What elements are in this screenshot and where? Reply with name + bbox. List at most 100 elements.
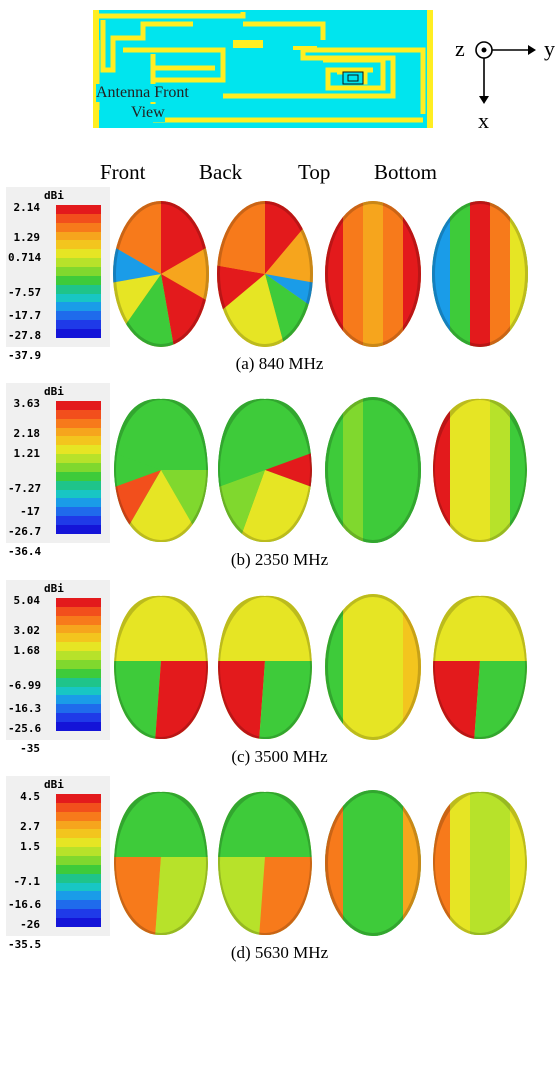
pattern-view [111,199,211,354]
pattern-stripe [363,397,384,543]
pattern-sector [113,201,161,274]
colorbar-swatch [56,409,101,419]
pattern-region [218,791,312,857]
colorbar-tick-label: -35 [20,742,40,755]
view-label-top: Top [298,160,331,184]
colorbar-swatch [56,293,101,303]
colorbar-tick-label: -37.9 [8,349,42,362]
radiation-pattern-front [114,791,208,936]
pattern-sector [114,470,161,543]
colorbar-swatch [56,615,101,625]
colorbar-swatch [56,480,101,490]
pattern-view [430,592,530,747]
pattern-sector [265,398,312,470]
pattern-stripe [470,791,491,936]
colorbar-swatch [56,498,101,508]
colorbar-tick-label: -26.7 [8,525,42,538]
colorbar-swatch [56,686,101,696]
radiation-pattern-bottom [433,398,527,543]
pattern-region [218,857,265,936]
radiation-pattern-front [113,201,209,347]
pattern-stripe [450,398,471,543]
colorbar-swatch [56,240,101,250]
pattern-stripe [450,201,471,347]
colorbar-swatch [56,856,101,865]
colorbar-swatch [56,882,101,892]
panel-caption: (b) 2350 MHz [230,550,329,569]
colorbar-swatch [56,838,101,848]
colorbar-swatch [56,668,101,678]
colorbar-swatch [56,445,101,455]
colorbar-swatch [56,418,101,428]
colorbar-swatch [56,642,101,652]
pattern-view [323,592,423,747]
radiation-pattern-front [114,595,208,740]
colorbar-swatch [56,651,101,661]
pattern-region [218,595,312,661]
radiation-pattern-back [217,201,313,347]
antenna-label-line2: View [131,104,165,122]
colorbar-swatch [56,900,101,910]
colorbar-swatch [56,794,101,803]
pattern-sector [218,398,265,518]
axis-label-x: x [478,108,489,133]
panel-caption: (d) 5630 MHz [230,943,329,962]
colorbar-gradient [56,598,101,731]
view-label-bottom: Bottom [374,160,438,184]
colorbar-swatch [56,847,101,857]
colorbar-tick-label: 3.02 [13,624,41,637]
pattern-view [323,199,423,354]
colorbar-swatch [56,891,101,901]
panel-caption: (a) 840 MHz [235,354,324,373]
colorbar-swatch [56,329,101,338]
colorbar-unit: dBi [44,189,64,202]
colorbar-tick-label: -36.4 [8,545,42,558]
colorbar-tick-label: -17 [20,505,40,518]
colorbar-swatch [56,829,101,839]
colorbar-swatch [56,213,101,223]
colorbar-swatch [56,320,101,330]
pattern-view [111,788,211,943]
colorbar-gradient [56,794,101,927]
colorbar-swatch [56,249,101,259]
pattern-stripe [363,594,384,740]
pattern-region [114,661,161,740]
colorbar-tick-label: -16.6 [8,898,42,911]
pattern-stripe [363,790,384,936]
pattern-stripe [470,398,491,543]
colorbar-tick-label: 3.63 [13,397,41,410]
pattern-region [218,661,265,740]
pattern-view [430,199,530,354]
colorbar-tick-label: 2.18 [13,427,41,440]
colorbar-swatch [56,222,101,232]
colorbar-swatch [56,624,101,634]
antenna-layout-drawing [93,10,433,128]
colorbar-panel: dBi 4.5 2.7 1.5 -7.1 -16.6 -26 -35.5 [6,776,110,951]
colorbar-swatch [56,258,101,268]
radiation-pattern-back [218,595,312,740]
colorbar-swatch [56,454,101,464]
pattern-sector [161,274,209,347]
colorbar-gradient [56,205,101,338]
pattern-region [114,857,161,936]
colorbar-tick-label: 2.7 [20,820,40,833]
pattern-view [430,395,530,550]
panel-caption: (c) 3500 MHz [231,747,328,766]
colorbar-swatch [56,401,101,410]
pattern-view [215,199,315,354]
radiation-pattern-back [218,398,312,543]
pattern-stripe [383,594,404,740]
pattern-stripe [490,791,511,936]
view-label-back: Back [199,160,243,184]
radiation-pattern-top [325,594,421,740]
colorbar-swatch [56,820,101,830]
colorbar-swatch [56,471,101,481]
pattern-view [323,788,423,943]
pattern-region [433,595,527,661]
pattern-view [323,395,423,550]
colorbar-unit: dBi [44,385,64,398]
pattern-region [433,661,480,740]
colorbar-tick-label: 1.21 [13,447,41,460]
colorbar-panel: dBi 5.04 3.02 1.68 -6.99 -16.3 -25.6 -35 [6,580,110,755]
radiation-pattern-bottom [433,791,527,936]
